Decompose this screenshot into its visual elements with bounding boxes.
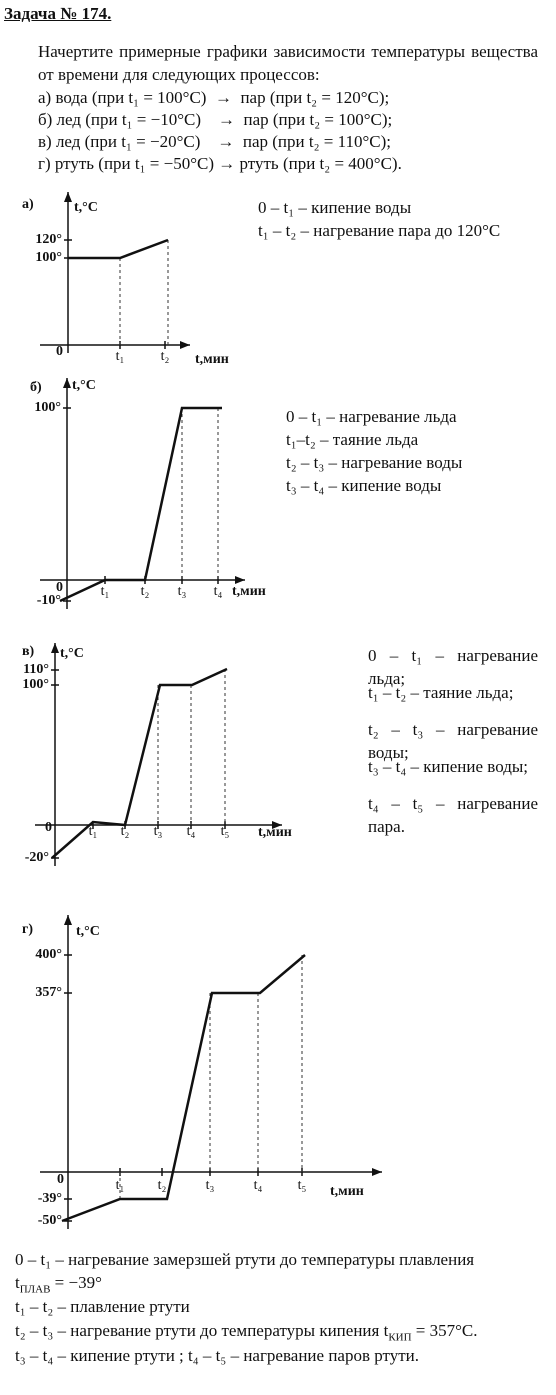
x-tick-label: t₁ <box>101 584 110 599</box>
arrow <box>180 341 190 349</box>
y-tick-label: 100° <box>22 677 49 692</box>
note: t₁–t₂ – таяние льда <box>286 430 419 449</box>
x-tick-label: t₁ <box>89 824 98 839</box>
note: t₄ – t₅ – нагревание пара. <box>368 794 538 836</box>
text: = −39° <box>50 1273 102 1292</box>
x-tick-label: t₁ <box>116 349 125 364</box>
text: t <box>15 1273 20 1292</box>
text: = 357°C. <box>411 1321 478 1340</box>
subscript: ПЛАВ <box>19 1283 51 1296</box>
x-tick-label: t₄ <box>254 1178 263 1193</box>
zero-label: 0 <box>45 820 52 835</box>
y-tick-label: 110° <box>23 662 49 677</box>
y-axis-label: t,°C <box>60 646 84 661</box>
graph-label: г) <box>22 922 33 937</box>
x-tick-label: t₅ <box>221 824 230 839</box>
note: t₁ – t₂ – нагревание пара до 120°C <box>258 221 501 240</box>
y-tick-label: -39° <box>38 1191 62 1206</box>
task-item: г) ртуть (при t₁ = −50°C) → ртуть (при t… <box>38 154 402 173</box>
x-tick-label: t₂ <box>141 584 150 599</box>
curve <box>59 406 222 603</box>
arrow <box>272 821 282 829</box>
y-tick-label: 120° <box>35 232 62 247</box>
arrow <box>51 643 59 653</box>
arrow <box>235 576 245 584</box>
title: Задача № 174. <box>4 4 112 23</box>
footer-line: t₃ – t₄ – кипение ртути ; t₄ – t₅ – нагр… <box>15 1346 419 1365</box>
graph-label: а) <box>22 197 34 212</box>
footer-line: tПЛАВ = −39° <box>15 1271 102 1301</box>
y-axis-label: t,°C <box>76 924 100 939</box>
x-tick-label: t₅ <box>298 1178 307 1193</box>
footer-line: t₁ – t₂ – плавление ртути <box>15 1297 190 1316</box>
task-item: в) лед (при t₁ = −20°C) → пар (при t₂ = … <box>38 132 391 151</box>
curve <box>61 954 306 1223</box>
x-axis-label: t,мин <box>258 825 292 840</box>
x-tick-label: t₄ <box>214 584 223 599</box>
x-axis-label: t,мин <box>330 1184 364 1199</box>
footer-line: t₂ – t₃ – нагревание ртути до температур… <box>15 1319 478 1349</box>
y-tick-label: -10° <box>37 593 61 608</box>
zero-label: 0 <box>56 580 63 595</box>
x-tick-label: t₄ <box>187 824 196 839</box>
arrow <box>64 192 72 202</box>
x-tick-label: t₃ <box>178 584 187 599</box>
note: 0 – t₁ – кипение воды <box>258 198 412 217</box>
arrow <box>63 378 71 388</box>
x-axis-label: t,мин <box>195 352 229 367</box>
note: t₁ – t₂ – таяние льда; <box>368 683 514 702</box>
curve <box>68 238 169 260</box>
y-tick-label: 357° <box>35 985 62 1000</box>
y-tick-label: 400° <box>35 947 62 962</box>
note: 0 – t₁ – нагревание льда; <box>368 646 538 688</box>
y-tick-label: 100° <box>35 250 62 265</box>
y-tick-label: -50° <box>38 1213 62 1228</box>
x-tick-label: t₂ <box>121 824 130 839</box>
text: t₂ – t₃ – нагревание ртути до температур… <box>15 1321 389 1340</box>
y-axis-label: t,°C <box>72 378 96 393</box>
subscript: КИП <box>388 1331 412 1344</box>
task-item: б) лед (при t₁ = −10°C) → пар (при t₂ = … <box>38 110 393 129</box>
task-item: а) вода (при t₁ = 100°C) → пар (при t₂ =… <box>38 88 390 107</box>
arrow <box>372 1168 382 1176</box>
note: t₃ – t₄ – кипение воды <box>286 476 442 495</box>
y-axis-label: t,°C <box>74 200 98 215</box>
task-text: Начертите примерные графики зависимости … <box>38 42 538 84</box>
footer-line: 0 – t₁ – нагревание замерзшей ртути до т… <box>15 1250 475 1269</box>
note: t₂ – t₃ – нагревание воды <box>286 453 463 472</box>
y-tick-label: -20° <box>25 850 49 865</box>
zero-label: 0 <box>56 344 63 359</box>
x-tick-label: t₂ <box>161 349 170 364</box>
note: t₃ – t₄ – кипение воды; <box>368 757 529 776</box>
graph-label: б) <box>30 380 42 395</box>
y-tick-label: 100° <box>34 400 61 415</box>
graph-label: в) <box>22 644 35 659</box>
note: t₂ – t₃ – нагревание воды; <box>368 720 538 762</box>
x-tick-label: t₃ <box>154 824 163 839</box>
curve <box>51 667 228 859</box>
x-axis-label: t,мин <box>232 584 266 599</box>
arrow <box>64 915 72 925</box>
x-tick-label: t₂ <box>158 1178 167 1193</box>
x-tick-label: t₃ <box>206 1178 215 1193</box>
zero-label: 0 <box>57 1172 64 1187</box>
note: 0 – t₁ – нагревание льда <box>286 407 457 426</box>
